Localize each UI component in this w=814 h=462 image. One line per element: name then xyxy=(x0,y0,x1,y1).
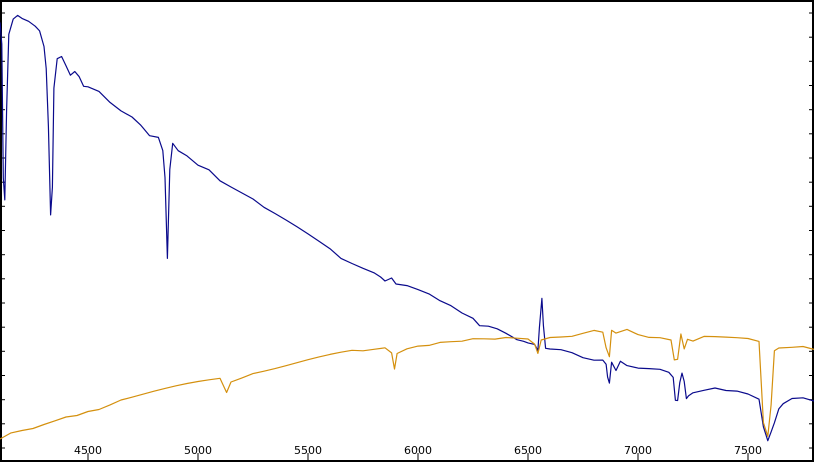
spectrum-series-1 xyxy=(0,14,814,442)
y-axis-right-ticks xyxy=(809,12,813,449)
x-tick-label-7000: 7000 xyxy=(624,444,652,457)
spectrum-series-2 xyxy=(0,328,814,440)
x-axis: 4500 5000 5500 6000 6500 7000 7500 xyxy=(74,444,762,461)
x-tick-label-6500: 6500 xyxy=(514,444,542,457)
x-tick-label-7500: 7500 xyxy=(734,444,762,457)
x-tick-label-6000: 6000 xyxy=(404,444,432,457)
x-tick-label-4500: 4500 xyxy=(74,444,102,457)
x-tick-label-5000: 5000 xyxy=(184,444,212,457)
series-layer xyxy=(0,14,814,442)
x-tick-label-5500: 5500 xyxy=(294,444,322,457)
y-axis-left-ticks xyxy=(1,12,5,449)
